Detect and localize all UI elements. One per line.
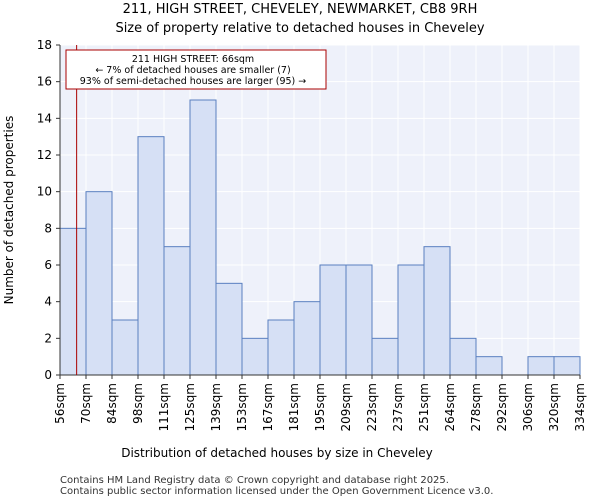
bars: [59, 99, 581, 376]
x-tick-label: 320sqm: [547, 383, 561, 431]
x-tick-label: 237sqm: [391, 383, 405, 431]
x-tick-label: 223sqm: [365, 383, 379, 431]
bar: [189, 99, 217, 376]
bar: [397, 264, 425, 376]
y-tick-label: 10: [37, 185, 52, 199]
chart-subtitle: Size of property relative to detached ho…: [115, 21, 484, 36]
annotation-line-3: 93% of semi-detached houses are larger (…: [80, 76, 307, 87]
annotation-line-1: 211 HIGH STREET: 66sqm: [132, 54, 254, 65]
bar: [319, 264, 347, 376]
x-tick-label: 84sqm: [105, 383, 119, 424]
x-tick-label: 70sqm: [79, 383, 93, 424]
bar: [553, 356, 581, 376]
x-tick-label: 306sqm: [521, 383, 535, 431]
y-tick-label: 14: [37, 111, 52, 125]
x-tick-label: 167sqm: [261, 383, 275, 431]
x-tick-label: 153sqm: [235, 383, 249, 431]
y-tick-label: 16: [37, 75, 52, 89]
x-tick-label: 195sqm: [313, 383, 327, 431]
bar: [59, 227, 87, 376]
bar: [475, 356, 503, 376]
x-tick-label: 139sqm: [209, 383, 223, 431]
bar: [137, 136, 165, 376]
bar: [423, 246, 451, 376]
bar: [345, 264, 373, 376]
x-tick-label: 264sqm: [443, 383, 457, 431]
annotation-line-2: ← 7% of detached houses are smaller (7): [95, 65, 290, 76]
x-tick-label: 56sqm: [53, 383, 67, 424]
bar: [527, 356, 555, 376]
y-axis-label: Number of detached properties: [2, 116, 16, 305]
bar: [241, 337, 269, 376]
x-tick-label: 98sqm: [131, 383, 145, 424]
bar: [293, 301, 321, 376]
bar: [449, 337, 477, 376]
y-tick-label: 4: [44, 295, 52, 309]
footer-line-1: Contains HM Land Registry data © Crown c…: [60, 475, 449, 486]
x-tick-label: 111sqm: [157, 383, 171, 431]
bar: [371, 337, 399, 376]
x-tick-label: 209sqm: [339, 383, 353, 431]
y-tick-label: 18: [37, 38, 52, 52]
bar: [163, 246, 191, 376]
axes: [56, 44, 581, 379]
y-tick-label: 12: [37, 148, 52, 162]
bar: [215, 282, 243, 376]
annotation-box: 211 HIGH STREET: 66sqm ← 7% of detached …: [65, 49, 327, 90]
y-tick-label: 2: [44, 331, 52, 345]
x-tick-label: 251sqm: [417, 383, 431, 431]
y-tick-label: 0: [44, 368, 52, 382]
footer-line-2: Contains public sector information licen…: [60, 486, 493, 497]
y-tick-labels: 0 2 4 6 8 10 12 14 16 18: [37, 38, 52, 382]
bar: [267, 319, 295, 376]
bar: [111, 319, 139, 376]
x-tick-labels: 56sqm 70sqm 84sqm 98sqm 111sqm 125sqm 139sqm 15…: [53, 383, 587, 431]
y-tick-label: 8: [44, 221, 52, 235]
y-tick-label: 6: [44, 258, 52, 272]
bar: [85, 191, 113, 376]
x-tick-label: 292sqm: [495, 383, 509, 431]
x-axis-label: Distribution of detached houses by size …: [121, 446, 433, 460]
x-tick-label: 278sqm: [469, 383, 483, 431]
chart-title: 211, HIGH STREET, CHEVELEY, NEWMARKET, C…: [123, 2, 478, 17]
annotation-border: [65, 49, 327, 90]
x-tick-label: 181sqm: [287, 383, 301, 431]
x-tick-label: 334sqm: [573, 383, 587, 431]
x-tick-label: 125sqm: [183, 383, 197, 431]
